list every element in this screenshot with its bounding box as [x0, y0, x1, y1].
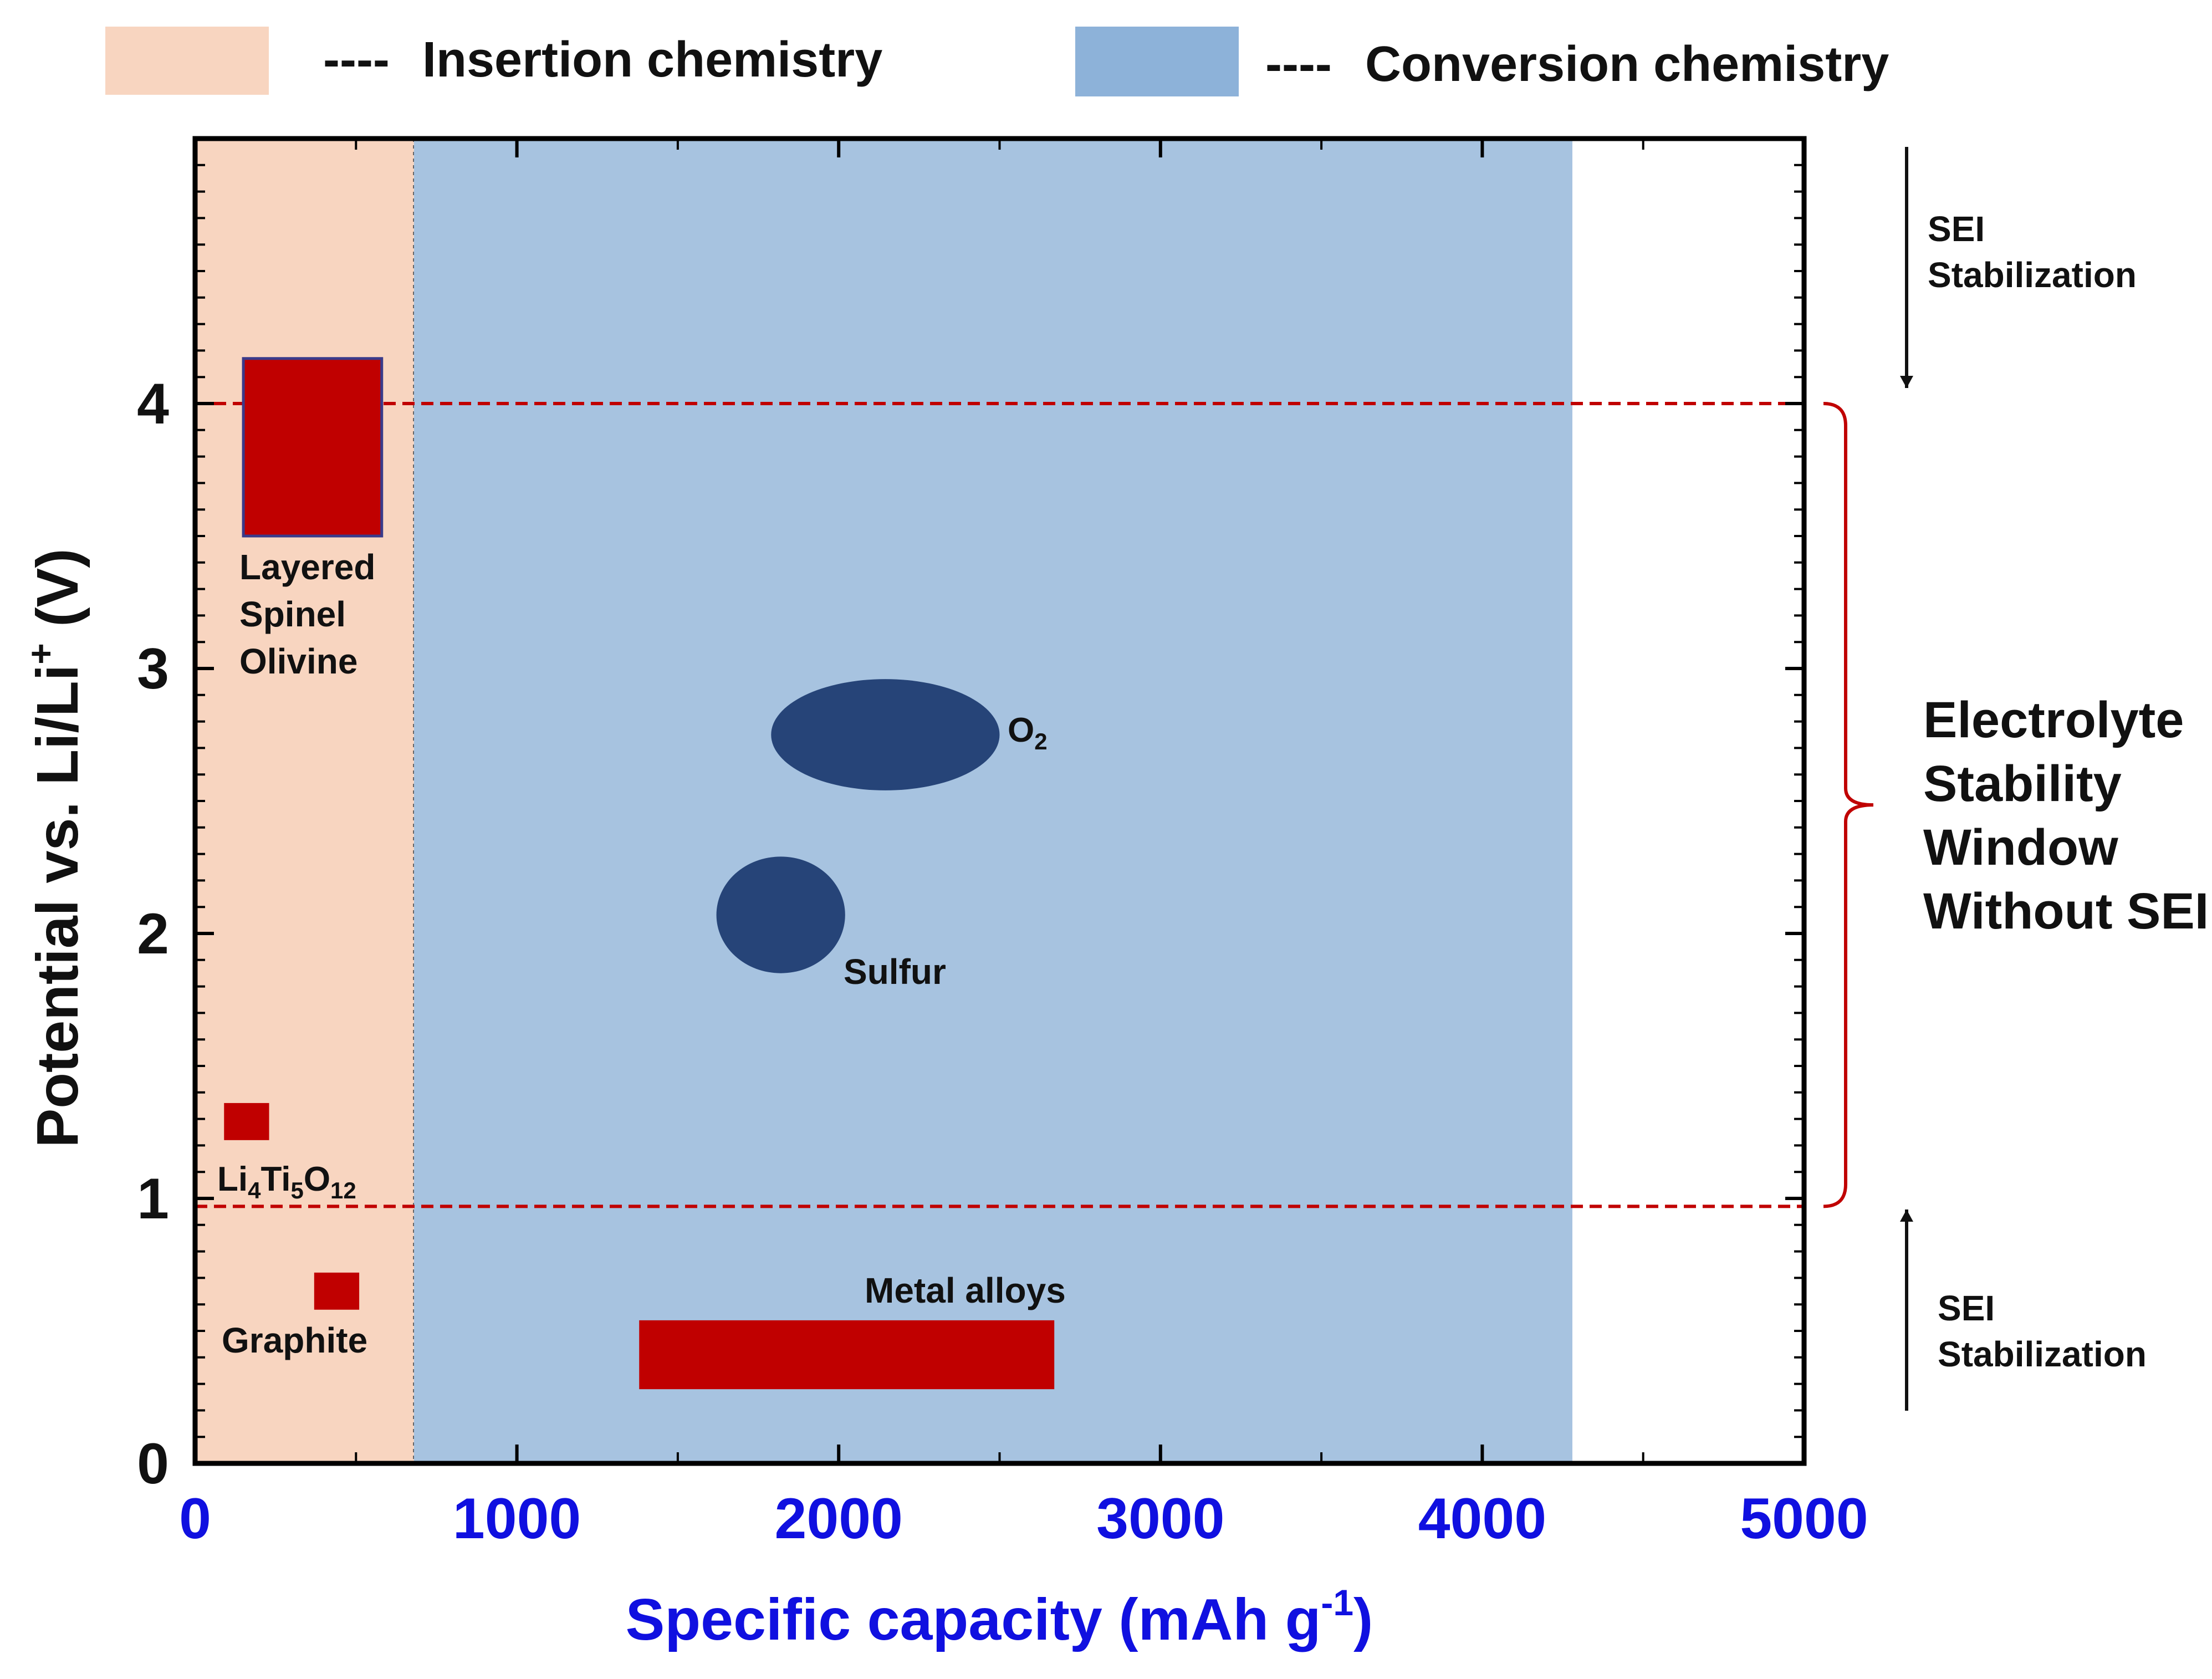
label-graphite: Graphite: [222, 1320, 367, 1360]
label-metal-alloys: Metal alloys: [865, 1270, 1066, 1310]
x-axis-title: Specific capacity (mAh g-1): [626, 1582, 1373, 1652]
y-tick-label-4: 4: [137, 372, 169, 436]
region-o2: [771, 679, 1000, 790]
legend-label-conversion-chemistry: Conversion chemistry: [1365, 37, 1889, 92]
legend-swatch-conversion-chemistry: [1075, 27, 1239, 96]
x-tick-label-1000: 1000: [453, 1487, 581, 1551]
region-layered-spinel-olivine: [242, 357, 384, 538]
stability-bracket: [1823, 402, 1874, 1208]
x-tick-label-2000: 2000: [775, 1487, 903, 1551]
label-layered-spinel-olivine-3: Olivine: [239, 641, 357, 681]
x-tick-label-5000: 5000: [1740, 1487, 1868, 1551]
y-tick-label-2: 2: [137, 902, 169, 966]
label-li4ti5o12: Li4Ti5O12: [217, 1160, 356, 1203]
stability-window-label-4: Without SEI: [1923, 883, 2209, 940]
x-tick-label-4000: 4000: [1418, 1487, 1546, 1551]
region-sulfur: [716, 856, 845, 973]
sei-label-top-2: Stabilization: [1928, 255, 2137, 295]
x-tick-label-3000: 3000: [1096, 1487, 1224, 1551]
label-layered-spinel-olivine-1: Layered: [239, 547, 375, 587]
legend-dash-insertion-chemistry: ----: [323, 32, 390, 88]
legend-label-insertion-chemistry: Insertion chemistry: [422, 32, 882, 88]
y-axis-title: Potential vs. Li/Li+ (V): [20, 548, 90, 1147]
stability-window-label-1: Electrolyte: [1923, 692, 2184, 748]
label-o2: O2: [1008, 711, 1048, 754]
sei-label-bottom-1: SEI: [1938, 1288, 1995, 1328]
label-layered-spinel-olivine-2: Spinel: [239, 594, 346, 634]
region-metal-alloys: [639, 1320, 1055, 1390]
region-li4ti5o12: [224, 1103, 269, 1140]
label-sulfur: Sulfur: [844, 952, 946, 992]
y-tick-label-1: 1: [137, 1167, 169, 1231]
y-tick-label-3: 3: [137, 637, 169, 701]
sei-arrowhead-bottom: [1900, 1210, 1913, 1222]
region-graphite: [314, 1272, 360, 1310]
stability-window-label-2: Stability: [1923, 756, 2122, 812]
x-tick-label-0: 0: [179, 1487, 211, 1551]
legend-dash-conversion-chemistry: ----: [1265, 37, 1332, 92]
y-tick-label-0: 0: [137, 1432, 169, 1496]
sei-label-top-1: SEI: [1928, 209, 1985, 249]
stability-window-label-3: Window: [1923, 819, 2118, 876]
band-insertion-chemistry: [195, 139, 414, 1463]
band-conversion-chemistry: [413, 139, 1572, 1463]
sei-label-bottom-2: Stabilization: [1938, 1334, 2147, 1374]
sei-arrowhead-top: [1900, 376, 1913, 388]
legend-swatch-insertion-chemistry: [105, 27, 269, 95]
